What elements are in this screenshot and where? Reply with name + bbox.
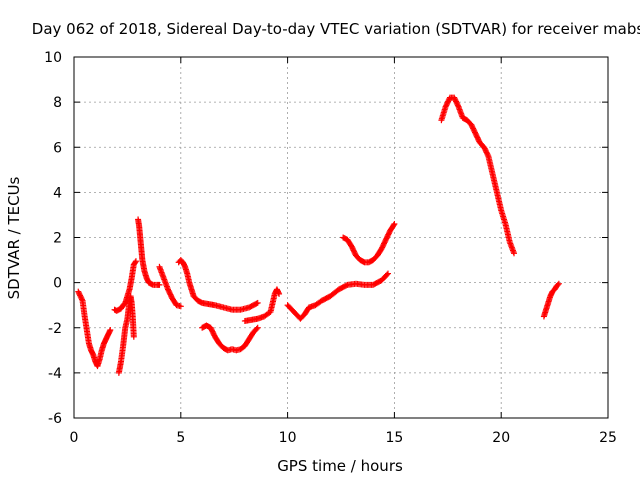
y-tick-label: -6: [48, 411, 62, 427]
y-tick-label: 2: [53, 231, 62, 247]
x-tick-label: 10: [279, 430, 297, 446]
x-tick-label: 15: [385, 430, 403, 446]
y-tick-label: -2: [48, 321, 62, 337]
y-axis-label: SDTVAR / TECUs: [5, 176, 23, 299]
data-series: [284, 270, 391, 322]
x-tick-label: 0: [70, 430, 79, 446]
x-tick-label: 20: [492, 430, 510, 446]
y-tick-label: 4: [53, 185, 62, 201]
x-tick-label: 25: [599, 430, 617, 446]
data-series: [340, 220, 398, 266]
data-series: [540, 280, 562, 320]
plot-frame: [73, 56, 609, 419]
data-series: [115, 293, 137, 376]
data-series: [438, 94, 518, 257]
data-series: [156, 263, 184, 310]
axis-ticks: 0 5 10 15 20 25 -6 -4 -2 0 2 4 6 8 10: [44, 50, 617, 446]
y-tick-label: 10: [44, 50, 62, 66]
y-tick-label: 8: [53, 95, 62, 111]
data-series: [111, 258, 139, 314]
y-tick-label: 0: [53, 276, 62, 292]
data-series: [135, 216, 163, 288]
chart-title: Day 062 of 2018, Sidereal Day-to-day VTE…: [32, 20, 640, 38]
data-series: [241, 286, 283, 324]
x-axis-label: GPS time / hours: [277, 457, 403, 475]
data-series: [199, 322, 261, 354]
data-series: [175, 257, 261, 313]
y-tick-label: 6: [53, 140, 62, 156]
data-points: [75, 94, 562, 376]
y-tick-label: -4: [48, 366, 62, 382]
data-series: [75, 288, 114, 370]
x-tick-label: 5: [176, 430, 185, 446]
